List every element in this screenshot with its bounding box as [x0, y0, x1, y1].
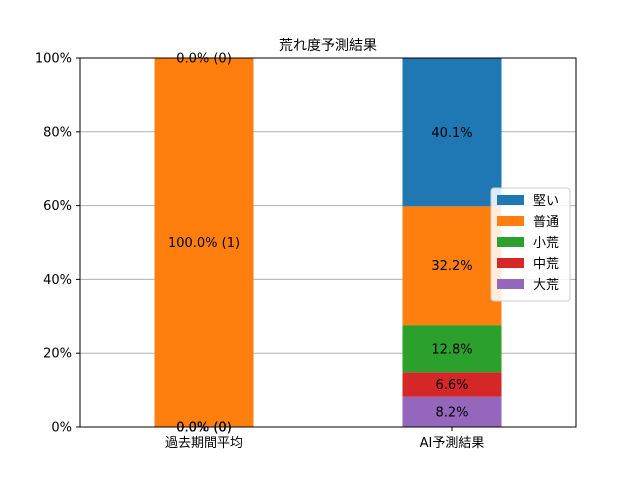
y-tick-label: 60% [43, 199, 72, 214]
y-tick-label: 20% [43, 347, 72, 362]
data-label: 6.6% [435, 378, 468, 393]
legend-label: 普通 [533, 215, 559, 230]
legend-swatch [497, 258, 524, 268]
bar-segment [402, 396, 502, 427]
legend-label: 堅い [533, 194, 559, 209]
legend-label: 中荒 [533, 257, 559, 272]
legend-swatch [497, 237, 524, 247]
legend-swatch [497, 216, 524, 226]
legend-swatch [497, 195, 524, 205]
y-tick-label: 0% [51, 421, 72, 436]
legend-label: 大荒 [533, 278, 559, 293]
bar-segment [402, 58, 502, 207]
bar-segment [402, 206, 502, 326]
bar-labels: 0.0% (0)0.0% (0)0.0% (0)100.0% (1)0.0% (… [168, 52, 473, 436]
bar-segment [402, 372, 502, 397]
legend-swatch [497, 279, 524, 289]
x-axis: 過去期間平均 AI予測結果 [165, 427, 484, 451]
data-label: 32.2% [431, 259, 472, 274]
y-tick-label: 40% [43, 273, 72, 288]
y-tick-label: 80% [43, 125, 72, 140]
data-label: 12.8% [431, 342, 472, 357]
chart-title: 荒れ度予測結果 [279, 38, 377, 54]
data-label: 100.0% (1) [168, 236, 240, 251]
legend-label: 小荒 [533, 236, 559, 251]
y-axis: 0% 20% 40% 60% 80% 100% [35, 52, 80, 436]
plot-frame [79, 57, 577, 428]
data-label: 8.2% [435, 405, 468, 420]
data-label: 40.1% [431, 126, 472, 141]
x-tick-label: AI予測結果 [420, 436, 485, 451]
bar-segment [402, 325, 502, 373]
data-label: 0.0% (0) [176, 52, 232, 67]
bar-segment [154, 58, 254, 427]
x-tick-label: 過去期間平均 [165, 436, 243, 451]
bars [154, 58, 502, 427]
y-tick-label: 100% [35, 52, 72, 67]
